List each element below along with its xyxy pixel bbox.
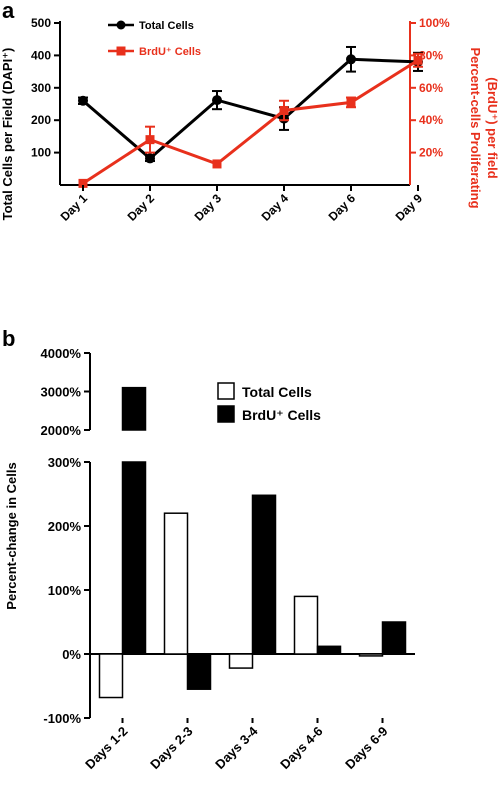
bar-brdu-cells [186,653,212,690]
bar-brdu-cells [316,645,342,655]
panel-a-label: a [2,0,15,23]
y-tick-label-right: 100% [419,16,450,30]
axes-a: 100 200 300 400 500 20% 40% 60% 80% 100% [31,16,450,186]
bar-brdu-cells [381,621,407,655]
legend-marker-circle [116,20,126,30]
x-tick-label: Day 2 [125,191,158,224]
bar-total-cells [358,653,384,657]
series-line [82,57,419,161]
legend-label-total: Total Cells [139,20,194,32]
x-tick-label-b: Days 3-4 [212,723,261,772]
x-tick-labels-b: Days 1-2 Days 2-3 Days 3-4 Days 4-6 Days 6-9 [82,718,391,772]
y-tick-label-right: 40% [419,113,443,127]
data-point [346,54,356,65]
x-tick-label: Day 3 [192,191,225,224]
y-tick-label-left: 100 [31,146,51,160]
y-axis-title-right-line2: (BrdU⁺) per field [485,77,498,179]
x-tick-label-b: Days 2-3 [147,724,195,772]
bar-brdu-cells-upper [121,386,147,431]
data-point [413,55,423,65]
bar-chart-panel: 2000% 3000% 4000% -100% 0% 100% 200% 300% Days … [4,346,415,772]
panel-b-label: b [2,326,15,351]
legend-marker-square [116,46,126,56]
x-tick-label: Day 1 [58,191,91,224]
y-tick-label-upper: 4000% [41,346,82,361]
y-tick-label-upper: 2000% [41,423,82,438]
bar-total-cells [163,512,189,655]
legend-label-brdu: BrdU⁺ Cells [139,46,201,58]
y-tick-label-right: 20% [419,146,443,160]
x-tick-label-b: Days 1-2 [82,724,130,772]
bars-group [98,386,407,699]
y-axis-title-b: Percent-change in Cells [4,462,19,609]
y-axis-title-right-line1: Percent-cells Proliferating [468,47,483,208]
legend-swatch-total [217,382,235,400]
series-group [78,45,423,188]
data-point [212,95,222,106]
y-tick-label-left: 300 [31,81,51,95]
y-tick-label-lower: 300% [48,455,82,470]
y-tick-label-lower: -100% [43,711,81,726]
y-axis-title-left: Total Cells per Field (DAPI⁺) [0,48,15,221]
bar-total-cells [228,653,254,669]
series-total-cells [78,45,423,164]
x-tick-label-b: Days 4-6 [277,724,325,772]
legend-swatch-brdu [217,405,235,423]
x-tick-label: Day 6 [326,191,359,224]
y-tick-label-left: 200 [31,113,51,127]
bar-brdu-cells [251,494,277,655]
x-tick-labels: Day 1 Day 2 Day 3 Day 4 Day 6 Day 9 [58,185,426,224]
y-tick-label-left: 400 [31,48,51,62]
data-point [145,135,155,145]
x-tick-label-b: Days 6-9 [342,724,390,772]
legend-label-brdu-b: BrdU⁺ Cells [242,407,321,423]
x-tick-label: Day 9 [393,191,426,224]
y-tick-label-upper: 3000% [41,385,82,400]
series-brdu-cells [78,52,423,188]
axes-b: 2000% 3000% 4000% -100% 0% 100% 200% 300% [41,346,415,726]
legend-label-total-b: Total Cells [242,384,312,400]
data-point [78,95,88,106]
y-tick-label-right: 80% [419,48,443,62]
legend-a: Total Cells BrdU⁺ Cells [108,20,201,58]
data-point [145,153,155,164]
y-tick-label-right: 60% [419,81,443,95]
bar-brdu-cells [121,461,147,655]
data-point [279,105,289,115]
y-tick-label-left: 500 [31,16,51,30]
data-point [78,178,88,188]
bar-total-cells [98,653,124,699]
y-tick-label-lower: 100% [48,583,82,598]
legend-b: Total Cells BrdU⁺ Cells [217,382,321,423]
x-tick-label: Day 4 [259,191,292,224]
y-tick-label-lower: 200% [48,519,82,534]
data-point [212,159,222,169]
data-point [346,97,356,107]
series-line [82,58,419,185]
y-tick-label-lower: 0% [62,647,81,662]
bar-total-cells [293,595,319,655]
